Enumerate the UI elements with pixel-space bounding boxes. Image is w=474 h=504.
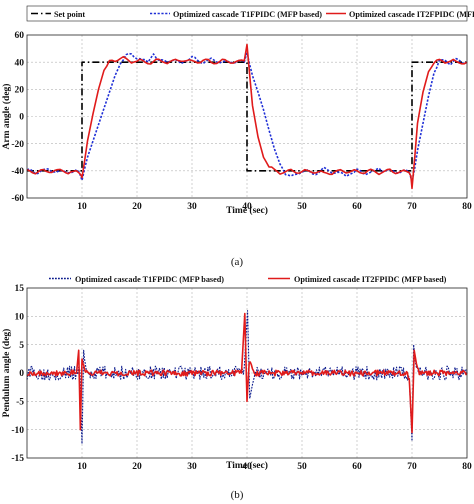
x-tick-label: 50: [297, 462, 307, 472]
arm-angle-y-axis-label: Arm angle (deg): [1, 84, 12, 150]
y-tick-label: -5: [16, 398, 24, 408]
y-tick-label: 5: [19, 341, 24, 351]
x-tick-label: 60: [352, 202, 362, 212]
x-tick-label: 20: [132, 462, 142, 472]
x-tick-label: 40: [242, 202, 252, 212]
x-tick-label: 30: [187, 202, 197, 212]
arm-angle-ticks: 10 20 30 40 50 60 70 80 -60 -40 -20 0 20 40 60: [11, 31, 472, 212]
legend-label: Optimized cascade IT2FPIDC (MFP based): [294, 275, 447, 284]
y-tick-label: -15: [11, 454, 24, 464]
legend-label: Optimized cascade IT2FPIDC (MFP based): [349, 10, 474, 19]
x-tick-label: 40: [242, 462, 252, 472]
y-tick-label: -40: [11, 167, 24, 177]
arm-angle-legend: Set point Optimized cascade T1FPIDC (MFP …: [26, 5, 474, 22]
y-tick-label: 10: [15, 313, 25, 323]
legend-label: Optimized cascade T1FPIDC (MFP based): [173, 10, 322, 19]
caption-b: (b): [231, 489, 244, 501]
y-tick-label: -60: [11, 194, 24, 204]
pendulum-angle-legend: Optimized cascade T1FPIDC (MFP based) Opt…: [49, 275, 447, 284]
legend-label: Optimized cascade T1FPIDC (MFP based): [75, 275, 224, 284]
legend-box: [26, 5, 468, 22]
series-line-3: [26, 43, 468, 190]
x-tick-label: 30: [187, 462, 197, 472]
y-tick-label: 15: [15, 284, 25, 294]
caption-a: (a): [231, 256, 244, 268]
y-tick-label: 0: [19, 369, 24, 379]
pendulum-angle-y-axis-label: Pendulum angle (deg): [1, 329, 12, 418]
y-tick-label: -10: [11, 426, 24, 436]
pendulum-angle-x-axis-label: Time (sec): [226, 460, 268, 471]
pendulum-angle-plot-frame: [26, 287, 468, 459]
y-tick-label: 0: [19, 113, 24, 123]
y-tick-label: 20: [15, 86, 25, 96]
y-tick-label: 60: [15, 31, 25, 41]
x-tick-label: 10: [77, 202, 87, 212]
x-tick-label: 10: [77, 462, 87, 472]
x-tick-label: 70: [407, 462, 417, 472]
legend-label: Set point: [54, 10, 85, 19]
x-tick-label: 80: [462, 202, 472, 212]
x-tick-label: 70: [407, 202, 417, 212]
x-tick-label: 50: [297, 202, 307, 212]
series-line-2: [26, 312, 468, 434]
arm-angle-series: [26, 43, 468, 190]
arm-angle-x-axis-label: Time (sec): [226, 205, 268, 216]
pendulum-angle-ticks: 10 20 30 40 50 60 70 80 -15 -10 -5 0 5 10 15: [11, 284, 472, 472]
pendulum-angle-chart: 10 20 30 40 50 60 70 80 -15 -10 -5 0 5 10 15 Time (sec…: [1, 275, 472, 472]
arm-angle-plot-frame: [26, 34, 468, 199]
x-tick-label: 20: [132, 202, 142, 212]
series-line-2: [26, 51, 468, 183]
pendulum-angle-series: [26, 310, 468, 445]
series-line-1: [27, 61, 467, 172]
arm-angle-chart: 10 20 30 40 50 60 70 80 -60 -40 -20 0 20 40 60 Time (s…: [1, 5, 474, 216]
y-tick-label: 40: [15, 58, 25, 68]
y-tick-label: -20: [11, 140, 24, 150]
x-tick-label: 80: [462, 462, 472, 472]
x-tick-label: 60: [352, 462, 362, 472]
